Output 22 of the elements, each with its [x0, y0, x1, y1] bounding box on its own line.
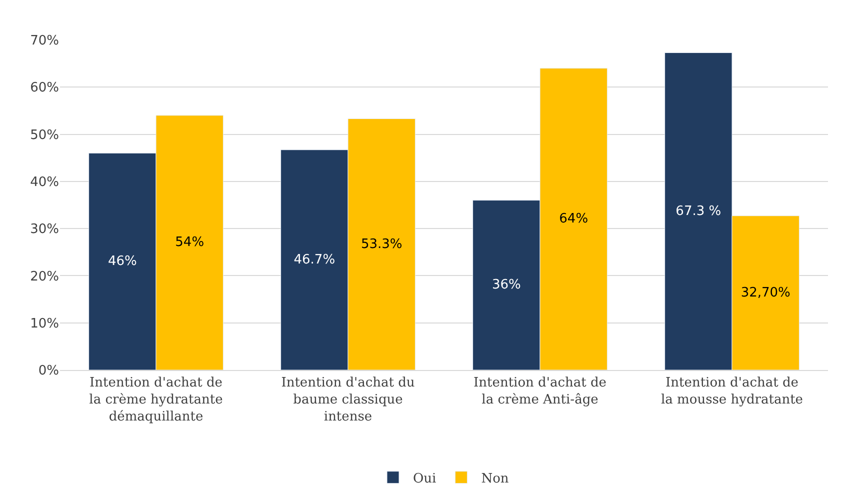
y-tick-label: 0%	[38, 364, 59, 379]
y-tick-label: 30%	[30, 222, 59, 238]
data-label: 46.7%	[294, 252, 336, 268]
data-label: 54%	[175, 235, 204, 250]
x-tick-label: Intention d'achat de la crème hydratante démaquillante	[89, 376, 224, 424]
data-label: 53.3%	[360, 236, 402, 252]
y-tick-label: 70%	[30, 34, 59, 49]
y-tick-label: 40%	[30, 174, 59, 190]
data-label: 36%	[492, 278, 521, 293]
legend-label: Non	[481, 471, 510, 486]
x-tick-label: Intention d'achat de la mousse hydratante	[660, 376, 804, 408]
data-label: 46%	[108, 254, 137, 270]
x-tick-label: Intention d'achat de la crème Anti-âge	[474, 376, 607, 408]
data-label: 67.3 %	[676, 204, 722, 219]
data-label: 32,70%	[740, 285, 790, 300]
y-tick-label: 50%	[30, 128, 59, 143]
x-tick-label: Intention d'achat du baume classique intense	[281, 376, 415, 424]
y-tick-label: 60%	[30, 80, 59, 96]
y-tick-label: 20%	[30, 269, 59, 284]
y-tick-label: 10%	[30, 316, 59, 332]
legend-label: Oui	[413, 471, 436, 486]
data-label: 64%	[559, 212, 588, 227]
